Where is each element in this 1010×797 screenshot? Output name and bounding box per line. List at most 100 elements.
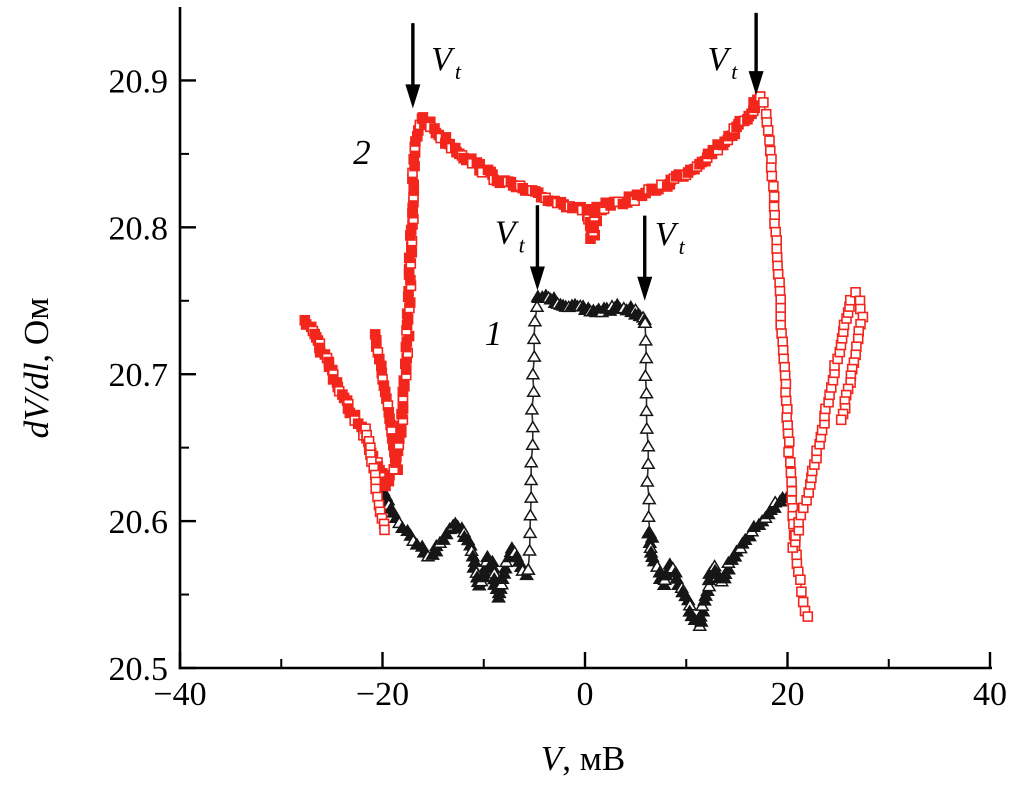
x-tick-label: 20 bbox=[771, 676, 805, 713]
series-1-plateau bbox=[530, 288, 653, 329]
series-2-marker-square bbox=[850, 286, 861, 298]
series-1-marker-triangle bbox=[641, 492, 657, 505]
series-1-marker-triangle bbox=[529, 299, 545, 313]
y-tick-label: 20.8 bbox=[109, 210, 169, 247]
y-axis-title-symbol: dV/dl bbox=[17, 363, 56, 439]
series-1-marker-triangle bbox=[701, 572, 717, 586]
series-2-left-spur bbox=[360, 423, 390, 536]
series-2-marker-square bbox=[768, 180, 779, 192]
series-1-marker-triangle bbox=[639, 474, 655, 487]
series-layer bbox=[299, 91, 869, 632]
series-1-marker-triangle bbox=[523, 508, 538, 521]
vt-arrow-left-mid bbox=[529, 205, 545, 291]
series-2-marker-square bbox=[766, 170, 778, 182]
vt-arrow-right-top bbox=[748, 12, 764, 96]
series-1-marker-triangle bbox=[522, 543, 537, 556]
series-2-marker-square bbox=[784, 456, 796, 468]
series-1-marker-triangle bbox=[525, 367, 541, 380]
y-tick-label: 20.6 bbox=[109, 504, 169, 541]
series-2-right-rise-hook bbox=[787, 286, 869, 553]
vt-arrow-left-top bbox=[405, 23, 421, 109]
series-2-marker-square bbox=[771, 235, 783, 246]
vt-label-left-top-subscript: t bbox=[455, 59, 462, 84]
x-tick-label: 0 bbox=[577, 676, 594, 713]
series-1-marker-triangle bbox=[522, 525, 538, 539]
axes-layer: −40 −20 0 20 40 20.5 20.6 20.7 20.8 20.9 bbox=[109, 7, 1007, 713]
series-2-marker-square bbox=[769, 209, 781, 221]
series-2-marker-square bbox=[768, 191, 780, 202]
series-1-marker-triangle bbox=[638, 333, 654, 346]
y-tick-label: 20.9 bbox=[109, 63, 169, 100]
vt-label-right-mid-subscript: t bbox=[679, 234, 686, 259]
series-2-marker-square bbox=[796, 586, 807, 598]
series-1-marker-triangle bbox=[498, 561, 513, 574]
curve-label-1: 1 bbox=[485, 314, 503, 353]
series-1-marker-triangle bbox=[640, 439, 656, 452]
series-2-left-rise bbox=[379, 113, 428, 491]
series-2-marker-square bbox=[783, 436, 795, 448]
series-1-marker-triangle bbox=[526, 331, 542, 345]
vt-label-right-top-subscript: t bbox=[731, 59, 738, 84]
series-2-marker-square bbox=[777, 344, 789, 356]
series-1-marker-triangle bbox=[637, 315, 653, 329]
series-2-marker-square bbox=[786, 485, 798, 497]
x-axis-title-units: , мВ bbox=[562, 739, 625, 778]
series-2-right-descent bbox=[754, 91, 814, 622]
series-2-marker-square bbox=[771, 243, 783, 255]
x-tick-label: −40 bbox=[153, 676, 206, 713]
series-2-marker-square bbox=[779, 370, 791, 381]
y-tick-label: 20.5 bbox=[109, 651, 169, 688]
series-2-marker-square bbox=[775, 302, 787, 314]
arrow-head bbox=[637, 276, 653, 301]
series-1-marker-triangle bbox=[640, 456, 656, 470]
x-tick-label: −20 bbox=[356, 676, 409, 713]
y-axis-title: dV/dl, Ом bbox=[17, 298, 56, 439]
series-1-marker-triangle bbox=[523, 473, 539, 486]
arrow-head bbox=[529, 266, 545, 291]
series-2-marker-square bbox=[783, 446, 794, 458]
series-2-marker-square bbox=[775, 294, 787, 305]
series-2-marker-square bbox=[379, 524, 390, 536]
y-tick-label: 20.7 bbox=[109, 357, 169, 394]
series-2-marker-square bbox=[795, 574, 806, 586]
series-2-marker-square bbox=[764, 135, 775, 146]
vt-arrow-right-mid bbox=[637, 215, 653, 301]
series-1-marker-triangle bbox=[524, 402, 540, 415]
x-axis-title-symbol: V bbox=[541, 739, 566, 778]
series-1-marker-triangle bbox=[520, 562, 536, 575]
series-1-marker-triangle bbox=[526, 384, 542, 398]
series-1-marker-triangle bbox=[641, 509, 656, 522]
x-axis-title: V, мВ bbox=[541, 739, 625, 778]
series-2-marker-square bbox=[762, 125, 774, 136]
series-1-marker-triangle bbox=[525, 420, 541, 433]
y-axis-title-units: , Ом bbox=[17, 298, 56, 363]
series-2-marker-square bbox=[758, 97, 769, 108]
arrows-layer bbox=[405, 12, 764, 301]
series-2-marker-square bbox=[797, 596, 809, 608]
x-tick-label: 40 bbox=[973, 676, 1007, 713]
series-1-marker-triangle bbox=[527, 314, 543, 327]
series-1-marker-triangle bbox=[638, 368, 653, 381]
series-2-marker-square bbox=[802, 611, 814, 622]
series-2-top-arc bbox=[417, 91, 766, 244]
series-1-marker-triangle bbox=[526, 349, 542, 362]
series-2-marker-square bbox=[785, 467, 797, 478]
series-1-right-drop bbox=[637, 315, 658, 539]
series-2-marker-square bbox=[835, 414, 847, 426]
series-1-left-tail bbox=[369, 464, 536, 603]
arrow-head bbox=[405, 84, 421, 109]
series-2-marker-square bbox=[774, 277, 785, 289]
series-1-marker-triangle bbox=[525, 437, 541, 450]
series-2-marker-square bbox=[786, 476, 797, 488]
series-1-marker-triangle bbox=[639, 386, 654, 399]
vt-label-left-mid-subscript: t bbox=[519, 232, 526, 257]
series-1-marker-triangle bbox=[638, 351, 654, 364]
series-1-right-tail bbox=[641, 487, 796, 632]
series-1-left-rise bbox=[520, 290, 546, 575]
